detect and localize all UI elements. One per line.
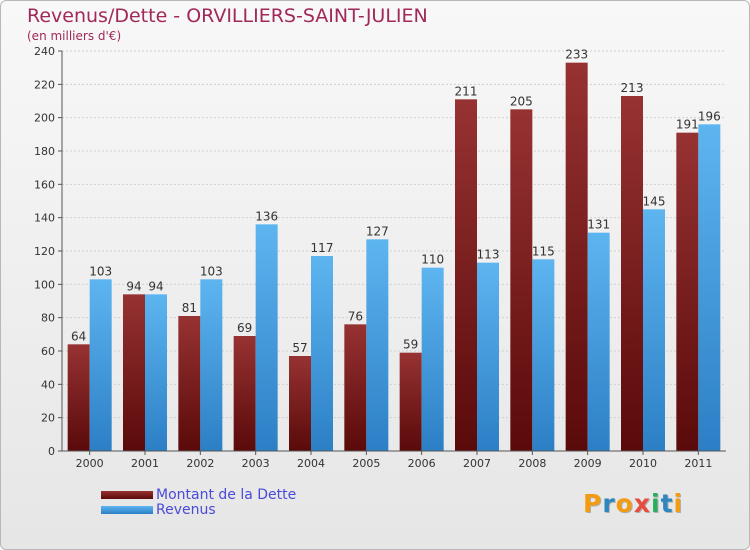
legend-label-dette: Montant de la Dette (156, 486, 297, 503)
bar-revenus (698, 124, 721, 451)
y-tick-label: 160 (34, 178, 55, 191)
x-tick-label: 2003 (242, 457, 270, 470)
bar-dette (510, 109, 533, 451)
bars (67, 62, 721, 452)
data-label-dette: 211 (455, 84, 478, 98)
proxiti-logo: Proxiti (583, 489, 683, 518)
y-tick-label: 240 (34, 45, 55, 58)
data-label-revenus: 117 (311, 241, 334, 255)
data-label-revenus: 136 (255, 209, 278, 223)
bar-revenus (89, 279, 112, 451)
data-label-revenus: 103 (89, 264, 112, 278)
data-label-dette: 94 (126, 279, 141, 293)
data-label-revenus: 145 (643, 194, 666, 208)
bar-dette (565, 62, 588, 452)
x-tick-label: 2004 (297, 457, 325, 470)
data-label-dette: 57 (292, 341, 307, 355)
legend-item-dette: Montant de la Dette (101, 486, 297, 503)
logo-letter: x (633, 489, 651, 518)
bar-dette (399, 352, 422, 451)
y-tick-label: 220 (34, 78, 55, 91)
bar-revenus (587, 232, 610, 451)
bar-revenus (255, 224, 278, 451)
logo-letter: i (673, 489, 684, 518)
bar-dette (344, 324, 367, 451)
logo-letter: t (660, 489, 674, 518)
data-label-dette: 205 (510, 94, 533, 108)
y-tick-label: 120 (34, 245, 55, 258)
logo-letter: P (583, 489, 603, 518)
bar-dette (455, 99, 477, 451)
x-tick-label: 2009 (574, 457, 602, 470)
data-label-revenus: 131 (587, 218, 610, 232)
bar-dette (67, 344, 90, 451)
logo-letter: i (651, 489, 661, 518)
axes: 0 20 40 60 80 100 120 140 160 180 200 220 240 2000 200… (34, 45, 726, 470)
bar-dette (123, 294, 145, 451)
data-label-dette: 213 (621, 81, 644, 95)
y-tick-label: 80 (41, 312, 55, 325)
x-tick-label: 2007 (463, 457, 491, 470)
data-label-dette: 59 (403, 338, 418, 352)
data-label-revenus: 115 (532, 244, 555, 258)
x-tick-label: 2005 (352, 457, 380, 470)
legend: Montant de la Dette Revenus (101, 486, 297, 518)
bar-revenus (643, 209, 665, 451)
bar-dette (233, 336, 256, 451)
data-label-dette: 191 (676, 118, 699, 132)
chart-title: Revenus/Dette - ORVILLIERS-SAINT-JULIEN (27, 5, 428, 27)
x-tick-label: 2001 (131, 457, 159, 470)
data-label-revenus: 196 (698, 109, 721, 123)
y-tick-label: 20 (41, 412, 55, 425)
bar-revenus (477, 262, 499, 451)
data-label-revenus: 127 (366, 224, 389, 238)
y-tick-label: 60 (41, 345, 55, 358)
data-label-dette: 76 (348, 309, 363, 323)
y-tick-label: 140 (34, 212, 55, 225)
legend-swatch-revenus (101, 505, 153, 514)
y-tick-label: 180 (34, 145, 55, 158)
x-tick-label: 2008 (518, 457, 546, 470)
bar-revenus (200, 279, 223, 451)
bar-dette (676, 132, 699, 451)
logo-letter: o (615, 489, 634, 518)
x-tick-label: 2002 (186, 457, 214, 470)
x-tick-label: 2000 (76, 457, 104, 470)
y-tick-label: 0 (48, 445, 55, 458)
data-label-revenus: 103 (200, 264, 223, 278)
logo-letter: r (602, 489, 616, 518)
data-label-dette: 69 (237, 321, 252, 335)
bar-revenus (145, 294, 167, 451)
bar-dette (178, 316, 201, 451)
y-tick-label: 40 (41, 378, 55, 391)
bar-revenus (421, 267, 444, 451)
x-tick-label: 2011 (684, 457, 712, 470)
data-label-revenus: 94 (148, 279, 163, 293)
legend-swatch-dette (101, 490, 153, 499)
y-tick-label: 200 (34, 112, 55, 125)
chart-subtitle: (en milliers d'€) (27, 29, 122, 43)
data-label-dette: 233 (565, 48, 588, 62)
data-labels: 64 103 94 94 81 103 69 136 57 117 76 127 59 110 211 113… (71, 48, 721, 355)
data-label-revenus: 110 (421, 253, 444, 267)
bar-revenus (532, 259, 555, 451)
legend-item-revenus: Revenus (101, 501, 296, 518)
bar-dette (289, 356, 311, 451)
legend-label-revenus: Revenus (156, 501, 216, 518)
bar-revenus (366, 239, 389, 451)
data-label-dette: 64 (71, 329, 86, 343)
bar-dette (621, 96, 643, 451)
data-label-revenus: 113 (477, 248, 500, 262)
y-tick-label: 100 (34, 278, 55, 291)
data-label-dette: 81 (182, 301, 197, 315)
bar-revenus (311, 256, 333, 451)
x-tick-label: 2010 (629, 457, 657, 470)
grid-lines (62, 50, 726, 452)
x-tick-label: 2006 (408, 457, 436, 470)
